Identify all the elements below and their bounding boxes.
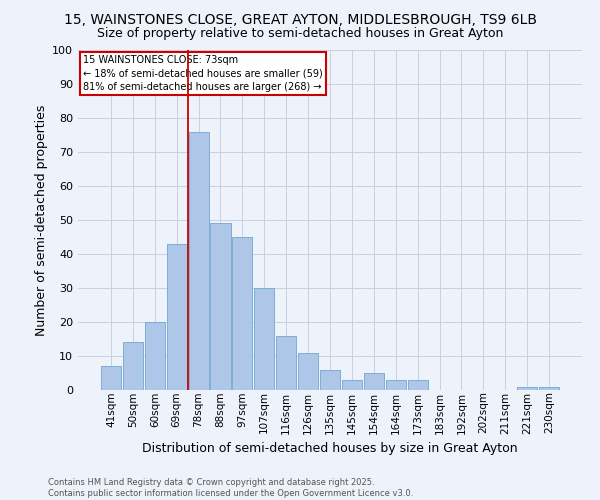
Bar	[123, 342, 143, 390]
Bar	[232, 237, 253, 390]
Text: Contains HM Land Registry data © Crown copyright and database right 2025.
Contai: Contains HM Land Registry data © Crown c…	[48, 478, 413, 498]
Bar	[276, 336, 296, 390]
Bar	[167, 244, 187, 390]
Bar	[145, 322, 165, 390]
Text: 15, WAINSTONES CLOSE, GREAT AYTON, MIDDLESBROUGH, TS9 6LB: 15, WAINSTONES CLOSE, GREAT AYTON, MIDDL…	[64, 12, 536, 26]
Bar	[254, 288, 274, 390]
Bar	[320, 370, 340, 390]
Bar	[298, 352, 318, 390]
Bar	[364, 373, 384, 390]
X-axis label: Distribution of semi-detached houses by size in Great Ayton: Distribution of semi-detached houses by …	[142, 442, 518, 455]
Bar	[188, 132, 209, 390]
Bar	[517, 386, 537, 390]
Bar	[539, 386, 559, 390]
Y-axis label: Number of semi-detached properties: Number of semi-detached properties	[35, 104, 48, 336]
Bar	[342, 380, 362, 390]
Bar	[101, 366, 121, 390]
Text: 15 WAINSTONES CLOSE: 73sqm
← 18% of semi-detached houses are smaller (59)
81% of: 15 WAINSTONES CLOSE: 73sqm ← 18% of semi…	[83, 55, 323, 92]
Bar	[407, 380, 428, 390]
Bar	[386, 380, 406, 390]
Bar	[211, 224, 230, 390]
Text: Size of property relative to semi-detached houses in Great Ayton: Size of property relative to semi-detach…	[97, 28, 503, 40]
